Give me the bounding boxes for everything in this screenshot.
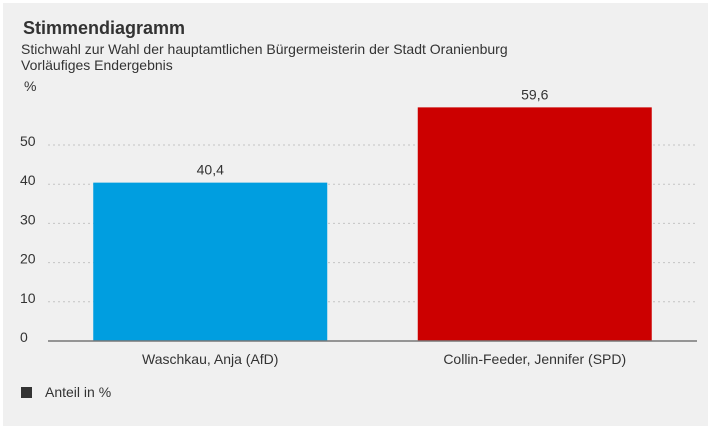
bar — [93, 182, 328, 341]
legend-swatch — [21, 386, 32, 398]
x-tick-label: Waschkau, Anja (AfD) — [142, 351, 278, 367]
x-tick-label: Collin-Feeder, Jennifer (SPD) — [443, 351, 626, 367]
legend-label: Anteil in % — [45, 384, 112, 400]
chart-title: Stimmendiagramm — [23, 18, 186, 38]
y-axis-unit-label: % — [24, 78, 36, 94]
chart-subtitle-status: Vorläufiges Endergebnis — [21, 57, 173, 73]
y-tick-label: 20 — [20, 251, 36, 267]
y-tick-label: 40 — [20, 172, 36, 188]
y-tick-label: 30 — [20, 211, 36, 227]
y-tick-label: 10 — [20, 290, 36, 306]
bar-value-label: 59,6 — [521, 86, 548, 102]
chart-legend[interactable]: Anteil in % — [21, 384, 111, 400]
y-tick-label: 50 — [20, 133, 36, 149]
y-tick-label: 0 — [20, 329, 28, 345]
bar — [417, 107, 652, 341]
bar-value-label: 40,4 — [197, 162, 224, 178]
chart-subtitle: Stichwahl zur Wahl der hauptamtlichen Bü… — [21, 41, 508, 57]
